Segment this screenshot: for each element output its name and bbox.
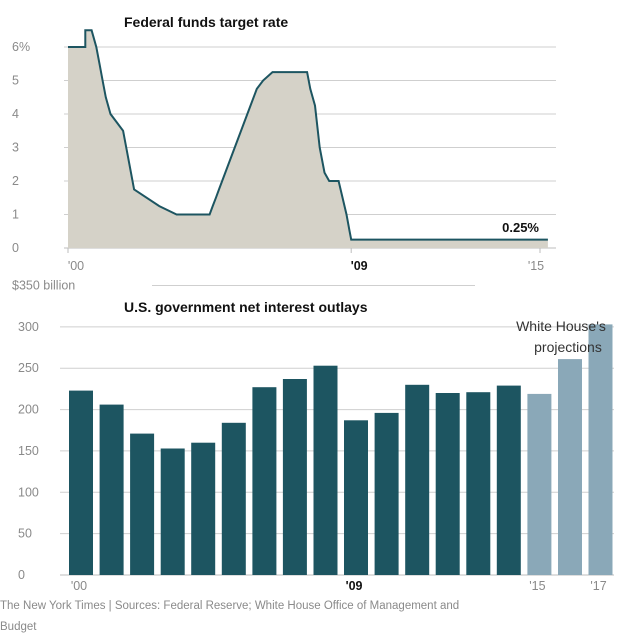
fed-funds-title: Federal funds target rate (124, 14, 288, 30)
interest-outlays-y-tick: 150 (18, 444, 39, 458)
interest-outlays-bar (588, 324, 613, 575)
interest-outlays-bar (496, 385, 521, 575)
interest-outlays-bar (344, 420, 368, 575)
interest-outlays-bar (252, 387, 277, 575)
interest-outlays-bar (191, 442, 216, 575)
interest-outlays-y-tick: 50 (18, 527, 32, 541)
interest-outlays-bar (466, 392, 491, 575)
fed-funds-y-tick: 4 (12, 107, 19, 121)
fed-funds-y-tick: 2 (12, 174, 19, 188)
interest-outlays-x-tick: '00 (71, 579, 87, 593)
fed-funds-x-tick: '15 (528, 259, 544, 273)
fed-funds-end-label: 0.25% (502, 220, 539, 235)
interest-outlays-bar (558, 359, 582, 575)
interest-outlays-title: U.S. government net interest outlays (124, 299, 368, 315)
interest-outlays-y-ticks: $350 billion 300 250 200 150 100 50 0 (12, 279, 75, 582)
interest-outlays-y-tick: 250 (18, 361, 39, 375)
interest-outlays-y-tick: 300 (18, 320, 39, 334)
footer-credit-line-2: Budget (0, 621, 37, 633)
fed-funds-x-tick: '00 (68, 259, 84, 273)
interest-outlays-bar (313, 365, 338, 575)
interest-outlays-bar (405, 384, 430, 575)
footer-credit-line-1: The New York Times | Sources: Federal Re… (0, 600, 460, 612)
interest-outlays-bars (69, 324, 613, 575)
interest-outlays-y-tick: 0 (18, 568, 25, 582)
interest-outlays-bar (99, 404, 124, 575)
interest-outlays-bar (130, 433, 155, 575)
interest-outlays-chart: $350 billion 300 250 200 150 100 50 0 '00 '09 '15… (12, 279, 614, 593)
fed-funds-chart: 6% 5 4 3 2 1 0 '00 '09 '15 Federal funds target … (12, 14, 556, 273)
interest-outlays-y-tick: 100 (18, 485, 39, 499)
fed-funds-y-tick: 6% (12, 40, 30, 54)
fed-funds-x-tick: '09 (351, 259, 368, 273)
interest-outlays-bar (160, 448, 185, 575)
interest-outlays-bar (282, 379, 307, 575)
projections-annotation-line-1: White House's (516, 318, 606, 334)
footer-credit: The New York Times | Sources: Federal Re… (0, 596, 618, 638)
fed-funds-y-ticks: 6% 5 4 3 2 1 0 (12, 40, 30, 255)
fed-funds-area (68, 30, 548, 248)
interest-outlays-bar (435, 393, 460, 575)
fed-funds-y-tick: 1 (12, 208, 19, 222)
interest-outlays-x-ticks: '00 '09 '15 '17 (71, 579, 607, 593)
fed-funds-y-tick: 5 (12, 74, 19, 88)
projections-annotation-line-2: projections (534, 339, 602, 355)
interest-outlays-x-tick: '09 (346, 579, 363, 593)
interest-outlays-y-tick: $350 billion (12, 279, 75, 293)
fed-funds-line (68, 29, 548, 241)
fed-funds-y-tick: 3 (12, 141, 19, 155)
fed-funds-y-tick: 0 (12, 241, 19, 255)
interest-outlays-bar (221, 422, 246, 575)
interest-outlays-y-tick: 200 (18, 403, 39, 417)
charts-figure: 6% 5 4 3 2 1 0 '00 '09 '15 Federal funds target … (12, 14, 614, 593)
interest-outlays-x-tick: '15 (529, 579, 545, 593)
interest-outlays-bar (527, 393, 552, 575)
interest-outlays-bar (374, 412, 399, 575)
fed-funds-x-ticks: '00 '09 '15 (67, 248, 544, 273)
interest-outlays-x-tick: '17 (590, 579, 606, 593)
interest-outlays-bar (69, 390, 93, 575)
